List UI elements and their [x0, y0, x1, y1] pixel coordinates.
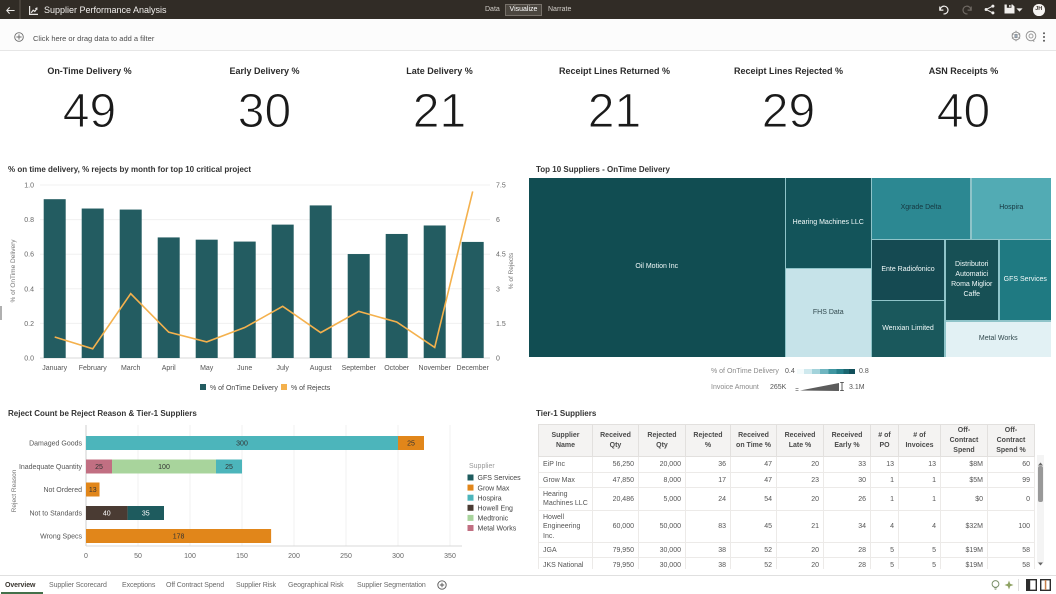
svg-text:Reject Reason: Reject Reason	[11, 469, 18, 512]
svg-text:February: February	[79, 365, 108, 372]
svg-text:300: 300	[392, 553, 404, 560]
svg-text:September: September	[342, 365, 377, 372]
svg-text:150: 150	[236, 553, 248, 560]
svg-text:Medtronic: Medtronic	[478, 516, 509, 523]
svg-text:Grow Max: Grow Max	[478, 485, 510, 492]
svg-text:350: 350	[444, 553, 456, 560]
svg-text:April: April	[162, 365, 176, 372]
svg-text:100: 100	[184, 553, 196, 560]
svg-text:4.5: 4.5	[496, 252, 506, 259]
svg-text:7.5: 7.5	[496, 183, 506, 190]
svg-text:0.8: 0.8	[24, 217, 34, 224]
svg-text:0: 0	[84, 553, 88, 560]
svg-text:August: August	[310, 365, 332, 372]
svg-text:GFS Services: GFS Services	[478, 475, 522, 482]
svg-text:0.0: 0.0	[24, 356, 34, 363]
svg-text:% of Rejects: % of Rejects	[291, 385, 331, 392]
svg-text:% of OnTime Delivery: % of OnTime Delivery	[210, 385, 278, 392]
svg-text:6: 6	[496, 217, 500, 224]
svg-text:25: 25	[225, 464, 233, 471]
svg-text:November: November	[419, 365, 452, 372]
svg-text:0.4: 0.4	[24, 286, 34, 293]
svg-text:1.5: 1.5	[496, 321, 506, 328]
svg-text:50: 50	[134, 553, 142, 560]
svg-text:13: 13	[89, 487, 97, 494]
svg-text:October: October	[384, 365, 410, 372]
svg-text:December: December	[457, 365, 490, 372]
svg-text:Not to Standards: Not to Standards	[29, 511, 82, 518]
svg-text:200: 200	[288, 553, 300, 560]
svg-text:% of OnTime Delivery: % of OnTime Delivery	[10, 239, 17, 303]
svg-text:Inadequate Quantity: Inadequate Quantity	[19, 464, 83, 471]
svg-text:Not Ordered: Not Ordered	[43, 487, 82, 494]
svg-text:300: 300	[236, 441, 248, 448]
svg-text:Supplier: Supplier	[469, 463, 495, 470]
svg-text:3: 3	[496, 286, 500, 293]
svg-text:% of Rejects: % of Rejects	[508, 252, 515, 289]
svg-text:35: 35	[142, 511, 150, 518]
svg-text:0.6: 0.6	[24, 252, 34, 259]
svg-text:0: 0	[496, 356, 500, 363]
svg-text:May: May	[200, 365, 214, 372]
svg-text:178: 178	[173, 534, 185, 541]
svg-text:25: 25	[95, 464, 103, 471]
svg-text:1.0: 1.0	[24, 183, 34, 190]
svg-text:Damaged Goods: Damaged Goods	[29, 441, 82, 448]
svg-text:Howell Eng: Howell Eng	[478, 506, 514, 513]
svg-text:January: January	[42, 365, 67, 372]
svg-text:Metal Works: Metal Works	[478, 526, 517, 533]
svg-text:40: 40	[103, 511, 111, 518]
svg-text:Hospira: Hospira	[478, 495, 502, 502]
svg-text:June: June	[237, 365, 252, 372]
svg-text:March: March	[121, 365, 141, 372]
svg-text:Wrong Specs: Wrong Specs	[40, 534, 82, 541]
svg-text:July: July	[276, 365, 289, 372]
svg-text:250: 250	[340, 553, 352, 560]
svg-text:25: 25	[407, 441, 415, 448]
svg-text:0.2: 0.2	[24, 321, 34, 328]
svg-text:100: 100	[158, 464, 170, 471]
